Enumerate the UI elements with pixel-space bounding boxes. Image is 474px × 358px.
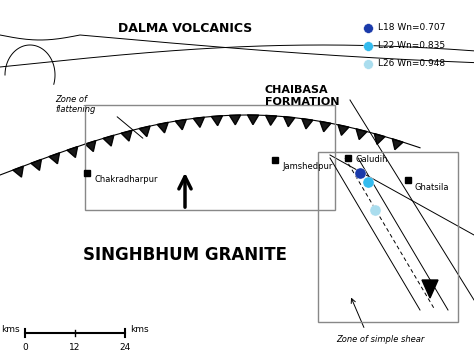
Polygon shape xyxy=(320,121,331,132)
Polygon shape xyxy=(356,129,367,140)
Text: CHAIBASA
FORMATION: CHAIBASA FORMATION xyxy=(265,85,339,107)
Polygon shape xyxy=(49,153,60,164)
Bar xyxy=(85,105,335,210)
Polygon shape xyxy=(193,117,204,127)
Text: 12: 12 xyxy=(69,343,81,352)
Polygon shape xyxy=(85,141,96,151)
Text: Zone of
flattening: Zone of flattening xyxy=(55,95,95,115)
Text: Galudih: Galudih xyxy=(356,155,389,164)
Bar xyxy=(318,152,458,322)
Polygon shape xyxy=(374,134,385,144)
Text: Jamshedpur: Jamshedpur xyxy=(282,162,332,171)
Polygon shape xyxy=(139,126,150,137)
Text: L22 Wn=0.835: L22 Wn=0.835 xyxy=(378,42,445,50)
Text: Chakradharpur: Chakradharpur xyxy=(95,175,158,184)
Text: 24: 24 xyxy=(119,343,131,352)
Polygon shape xyxy=(302,118,313,129)
Text: DALMA VOLCANICS: DALMA VOLCANICS xyxy=(118,22,252,35)
Polygon shape xyxy=(422,280,438,298)
Polygon shape xyxy=(175,119,186,130)
Polygon shape xyxy=(13,166,23,177)
Polygon shape xyxy=(392,139,403,150)
Text: kms: kms xyxy=(130,325,149,334)
Text: SINGHBHUM GRANITE: SINGHBHUM GRANITE xyxy=(83,246,287,264)
Polygon shape xyxy=(265,115,277,125)
Text: L18 Wn=0.707: L18 Wn=0.707 xyxy=(378,24,446,33)
Polygon shape xyxy=(211,116,222,126)
Text: kms: kms xyxy=(1,325,20,334)
Text: Ghatsila: Ghatsila xyxy=(415,183,449,192)
Polygon shape xyxy=(247,115,259,125)
Text: Zone of simple shear: Zone of simple shear xyxy=(336,335,424,344)
Polygon shape xyxy=(121,130,132,141)
Polygon shape xyxy=(338,125,349,135)
Polygon shape xyxy=(229,115,241,125)
Text: 0: 0 xyxy=(22,343,28,352)
Polygon shape xyxy=(157,122,168,133)
Polygon shape xyxy=(283,117,295,127)
Text: L26 Wn=0.948: L26 Wn=0.948 xyxy=(378,59,445,68)
Polygon shape xyxy=(67,146,78,158)
Polygon shape xyxy=(103,135,114,146)
Polygon shape xyxy=(31,159,41,170)
